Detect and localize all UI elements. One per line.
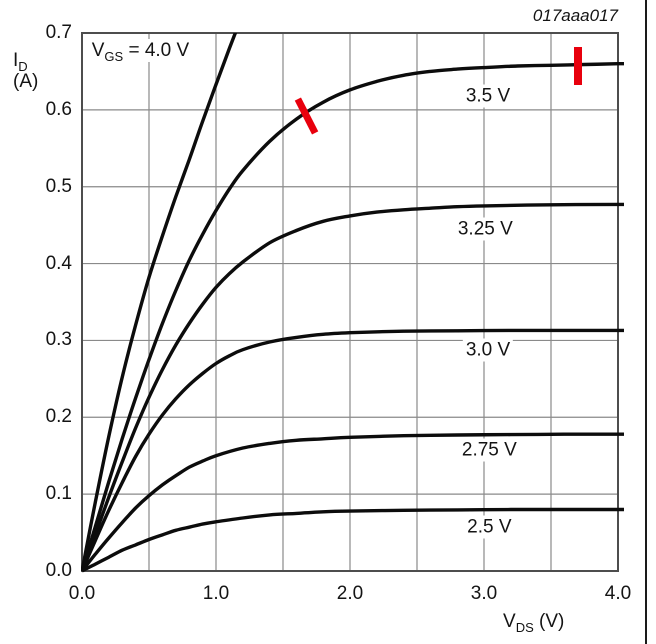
- curve-vgs-2.75-v: [81, 432, 624, 573]
- y-tick-label: 0.2: [45, 406, 72, 428]
- x-tick-label: 3.0: [470, 583, 498, 604]
- x-tick-label: 1.0: [202, 583, 230, 604]
- curve-label-2.75-v: 2.75 V: [458, 438, 520, 462]
- x-axis-unit: (V): [533, 611, 565, 632]
- y-tick-label: 0.4: [45, 252, 72, 274]
- x-tick-label: 2.0: [336, 583, 364, 604]
- y-tick-label: 0.6: [45, 98, 72, 120]
- x-tick-label: 0.0: [68, 583, 96, 604]
- curve-label-3.25-v: 3.25 V: [454, 217, 516, 241]
- curve-label-vgs-4.0-v: VGS = 4.0 V: [88, 39, 193, 63]
- y-tick-label: 0.1: [45, 483, 72, 505]
- y-tick-label: 0.3: [45, 329, 72, 351]
- x-axis-symbol-subscript: DS: [515, 619, 534, 635]
- curve-label-2.5-v: 2.5 V: [464, 515, 515, 539]
- figure-id: 017aaa017: [532, 6, 618, 25]
- red-vertical-mark: [574, 47, 583, 86]
- y-axis-symbol-subscript: D: [18, 58, 28, 74]
- curve-vgs-2.5-v: [81, 507, 624, 573]
- curve-vgs-3.5-v: [81, 62, 624, 572]
- curve-label-3.0-v: 3.0 V: [462, 338, 514, 362]
- curve-vgs-3.25-v: [81, 202, 624, 572]
- curve-label-3.5-v: 3.5 V: [462, 84, 514, 108]
- x-tick-label: 4.0: [604, 583, 632, 604]
- page-edge-line: [645, 0, 647, 644]
- y-tick-label: 0.0: [45, 560, 72, 581]
- y-tick-label: 0.5: [45, 175, 72, 197]
- plot-border: [81, 32, 619, 572]
- y-tick-label: 0.7: [45, 22, 72, 43]
- curve-vgs-vgs-4.0-v: [81, 33, 238, 572]
- y-axis-unit: (A): [13, 71, 39, 92]
- curve-vgs-3.0-v: [81, 328, 624, 572]
- x-axis-symbol: V: [503, 611, 516, 632]
- y-axis-symbol: ID: [13, 50, 28, 74]
- y-axis-title: ID (A): [13, 50, 38, 92]
- x-axis-title: VDS (V): [503, 611, 565, 635]
